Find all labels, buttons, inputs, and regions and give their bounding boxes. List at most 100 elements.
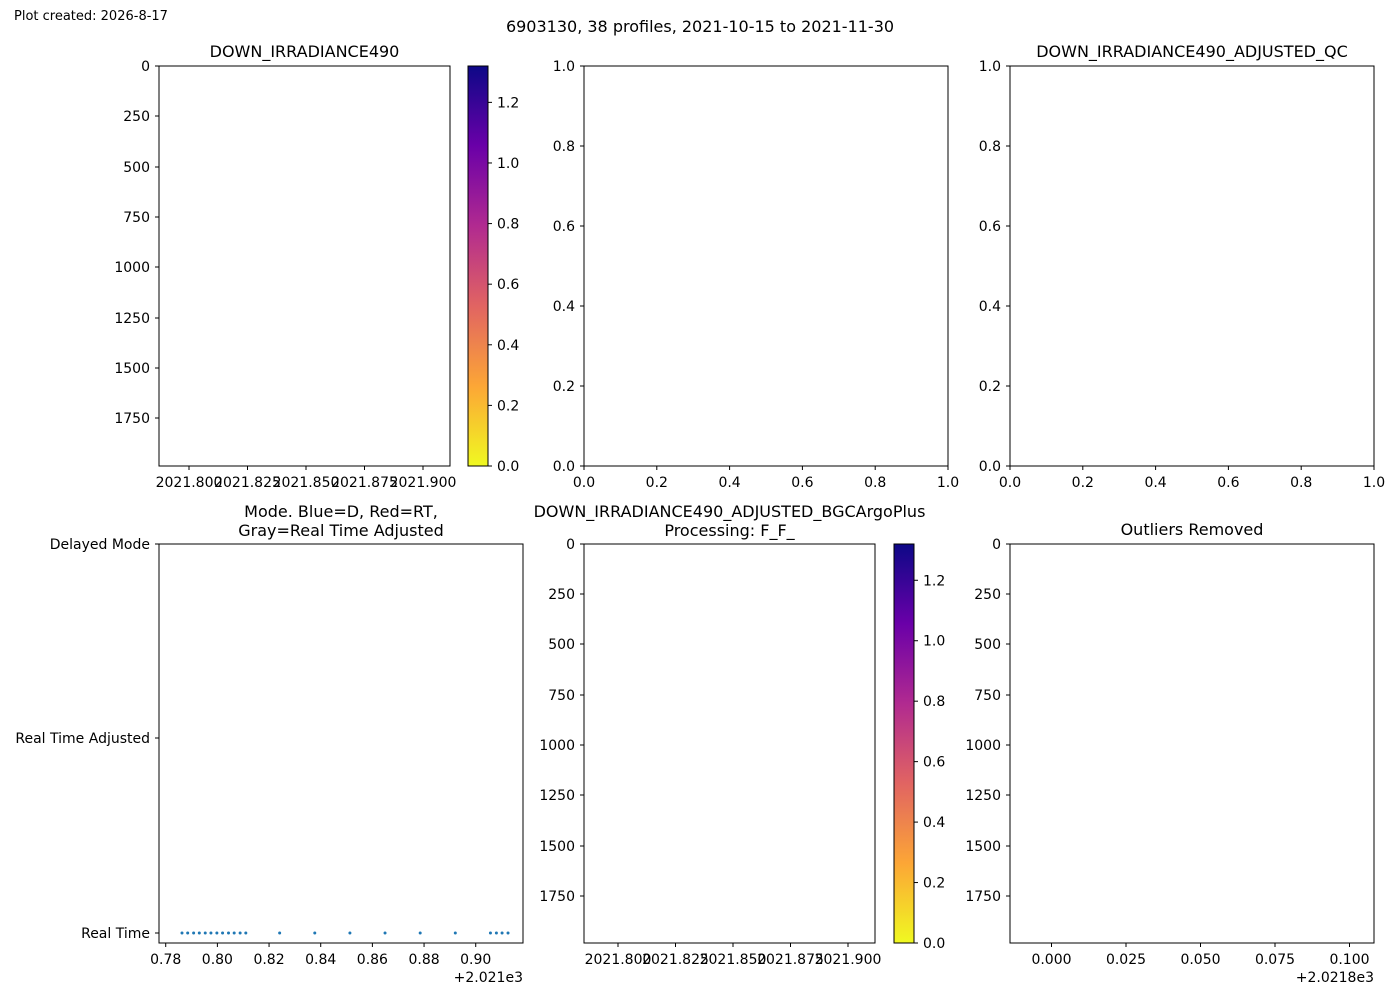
p5-y-tick-label: 1250	[539, 788, 575, 804]
p4-data-point	[226, 931, 230, 935]
p4-axes-frame	[158, 543, 524, 944]
p1-y-tick-label: 250	[123, 109, 150, 125]
p5-axes-frame	[583, 543, 876, 944]
p4-data-point	[418, 931, 422, 935]
p5-x-tick-label: 2021.800	[585, 952, 652, 968]
p2-axes-frame	[583, 65, 949, 467]
p4-data-point	[197, 931, 201, 935]
p3-x-tick-label: 0.2	[1072, 475, 1094, 491]
p1-x-tick-label: 2021.875	[331, 475, 398, 491]
p4-data-point	[192, 931, 196, 935]
p3-x-tick-label: 0.0	[999, 475, 1021, 491]
p3-axes-frame	[1009, 65, 1375, 467]
p3-y-tick-label: 0.6	[979, 219, 1001, 235]
p1-y-tick-label: 0	[141, 59, 150, 75]
p4-x-tick-label: 0.86	[357, 952, 388, 968]
p1-colorbar-tick-label: 0.8	[497, 217, 519, 233]
p4-title-line: Gray=Real Time Adjusted	[238, 521, 444, 540]
p5-x-tick-label: 2021.825	[642, 952, 709, 968]
p5-y-tick-label: 250	[548, 587, 575, 603]
p3-x-tick-label: 0.4	[1144, 475, 1166, 491]
p3-y-tick-label: 1.0	[979, 59, 1001, 75]
p5-title-line: DOWN_IRRADIANCE490_ADJUSTED_BGCArgoPlus	[534, 502, 926, 522]
p4-data-point	[500, 931, 504, 935]
p2-x-tick-label: 0.8	[864, 475, 886, 491]
p1-y-tick-label: 1500	[114, 361, 150, 377]
p4-data-point	[348, 931, 352, 935]
p4-data-point	[506, 931, 510, 935]
p4-data-point	[488, 931, 492, 935]
p6-x-tick-label: 0.000	[1031, 952, 1071, 968]
p2-y-tick-label: 1.0	[553, 59, 575, 75]
p5-y-tick-label: 1000	[539, 738, 575, 754]
p1-y-tick-label: 1000	[114, 260, 150, 276]
p5-x-tick-label: 2021.875	[757, 952, 824, 968]
p1-colorbar-tick-label: 0.0	[497, 459, 519, 475]
p1-x-tick-label: 2021.800	[156, 475, 223, 491]
p5-colorbar-tick-label: 0.0	[923, 936, 945, 952]
p3-title: DOWN_IRRADIANCE490_ADJUSTED_QC	[1036, 42, 1348, 62]
p4-data-point	[453, 931, 457, 935]
p1-x-tick-label: 2021.825	[214, 475, 281, 491]
p6-y-tick-label: 0	[992, 537, 1001, 553]
p4-data-point	[278, 931, 282, 935]
p4-data-point	[209, 931, 213, 935]
p4-data-point	[221, 931, 225, 935]
p1-y-tick-label: 1250	[114, 311, 150, 327]
p1-colorbar	[467, 65, 489, 467]
p2-y-tick-label: 0.8	[553, 139, 575, 155]
p2-x-tick-label: 1.0	[937, 475, 959, 491]
p1-axes-frame	[158, 65, 451, 467]
p6-y-tick-label: 250	[974, 587, 1001, 603]
p6-y-tick-label: 1250	[965, 788, 1001, 804]
p4-title-line: Mode. Blue=D, Red=RT,	[244, 502, 438, 521]
p2-y-tick-label: 0.2	[553, 379, 575, 395]
p3-y-tick-label: 0.0	[979, 459, 1001, 475]
p4-y-tick-label: Delayed Mode	[50, 537, 150, 553]
p2-x-tick-label: 0.2	[646, 475, 668, 491]
p5-y-tick-label: 1750	[539, 889, 575, 905]
p6-y-tick-label: 500	[974, 637, 1001, 653]
p4-data-point	[494, 931, 498, 935]
p6-x-tick-label: 0.025	[1106, 952, 1146, 968]
p4-x-tick-label: 0.84	[305, 952, 336, 968]
p4-data-point	[313, 931, 317, 935]
p6-y-tick-label: 750	[974, 688, 1001, 704]
p2-y-tick-label: 0.4	[553, 299, 575, 315]
p4-x-tick-label: 0.80	[202, 952, 233, 968]
p1-y-tick-label: 500	[123, 160, 150, 176]
p4-data-point	[232, 931, 236, 935]
p1-colorbar-tick-label: 1.2	[497, 95, 519, 111]
panels-group: DOWN_IRRADIANCE490 0 250 500 750 1000 1250 1500…	[15, 42, 1385, 986]
p1-colorbar-tick-label: 0.4	[497, 338, 519, 354]
p3-y-tick-label: 0.2	[979, 379, 1001, 395]
p5-colorbar-tick-label: 0.6	[923, 755, 945, 771]
p5-x-tick-label: 2021.900	[815, 952, 882, 968]
p4-x-tick-label: 0.82	[253, 952, 284, 968]
p1-colorbar-tick-label: 1.0	[497, 156, 519, 172]
p4-x-tick-label: 0.78	[150, 952, 181, 968]
p6-title: Outliers Removed	[1121, 520, 1264, 539]
p5-y-tick-label: 750	[548, 688, 575, 704]
p1-colorbar-tick-label: 0.6	[497, 277, 519, 293]
p4-data-point	[215, 931, 219, 935]
p3-y-tick-label: 0.4	[979, 299, 1001, 315]
p5-title-line: Processing: F_F_	[664, 521, 795, 541]
p1-colorbar-tick-label: 0.2	[497, 398, 519, 414]
p5-colorbar-tick-label: 1.2	[923, 573, 945, 589]
p6-y-tick-label: 1750	[965, 889, 1001, 905]
p3-x-tick-label: 0.6	[1217, 475, 1239, 491]
p6-y-tick-label: 1000	[965, 738, 1001, 754]
p5-colorbar	[893, 543, 915, 944]
p1-y-tick-label: 1750	[114, 411, 150, 427]
p1-x-tick-label: 2021.900	[390, 475, 457, 491]
p2-x-tick-label: 0.4	[718, 475, 740, 491]
p1-title: DOWN_IRRADIANCE490	[210, 42, 400, 62]
p4-x-tick-label: 0.90	[460, 952, 491, 968]
p4-data-point	[203, 931, 207, 935]
p3-x-tick-label: 1.0	[1363, 475, 1385, 491]
p5-colorbar-tick-label: 0.8	[923, 694, 945, 710]
p2-x-tick-label: 0.0	[573, 475, 595, 491]
p4-data-point	[383, 931, 387, 935]
